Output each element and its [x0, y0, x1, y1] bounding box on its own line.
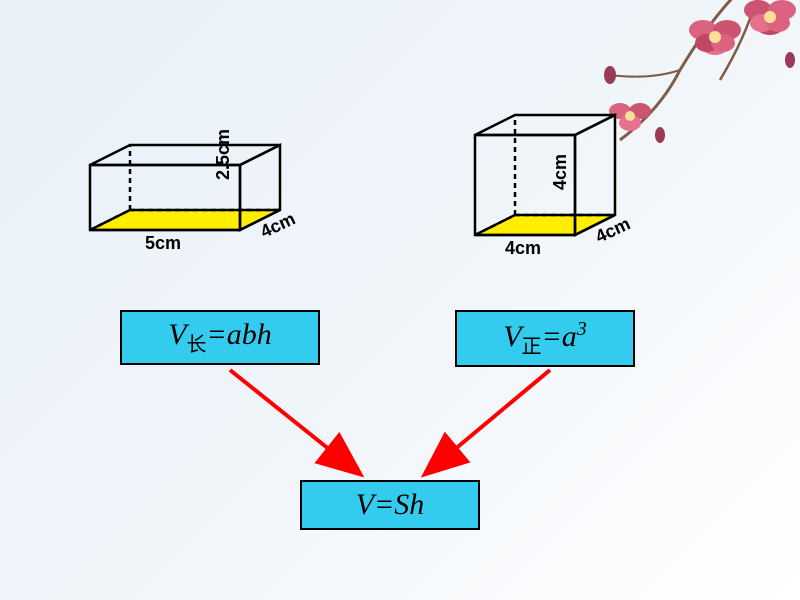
cube-length-label: 4cm [505, 238, 541, 259]
cube-formula-body: =a [542, 320, 577, 353]
cuboid-formula-box: V长=abh [120, 310, 320, 365]
cuboid-formula-prefix: V [168, 318, 186, 351]
cube-formula-sup: 3 [577, 318, 587, 340]
cuboid-formula-sub: 长 [187, 334, 207, 356]
general-formula-box: V=Sh [300, 480, 480, 530]
cuboid-formula-body: =abh [207, 318, 272, 351]
cube-shape: 4cm 4cm 4cm [465, 85, 660, 260]
cuboid-height-label: 2.5cm [213, 129, 234, 180]
arrow-left [220, 365, 380, 485]
cube-height-label: 4cm [550, 154, 571, 190]
cuboid-shape: 5cm 4cm 2.5cm [85, 100, 320, 255]
cube-formula-sub: 正 [522, 336, 542, 358]
cube-formula-box: V正=a3 [455, 310, 635, 367]
general-formula-text: V=Sh [356, 488, 425, 521]
cube-formula-prefix: V [503, 320, 521, 353]
arrow-right [410, 365, 570, 485]
cuboid-length-label: 5cm [145, 233, 181, 254]
